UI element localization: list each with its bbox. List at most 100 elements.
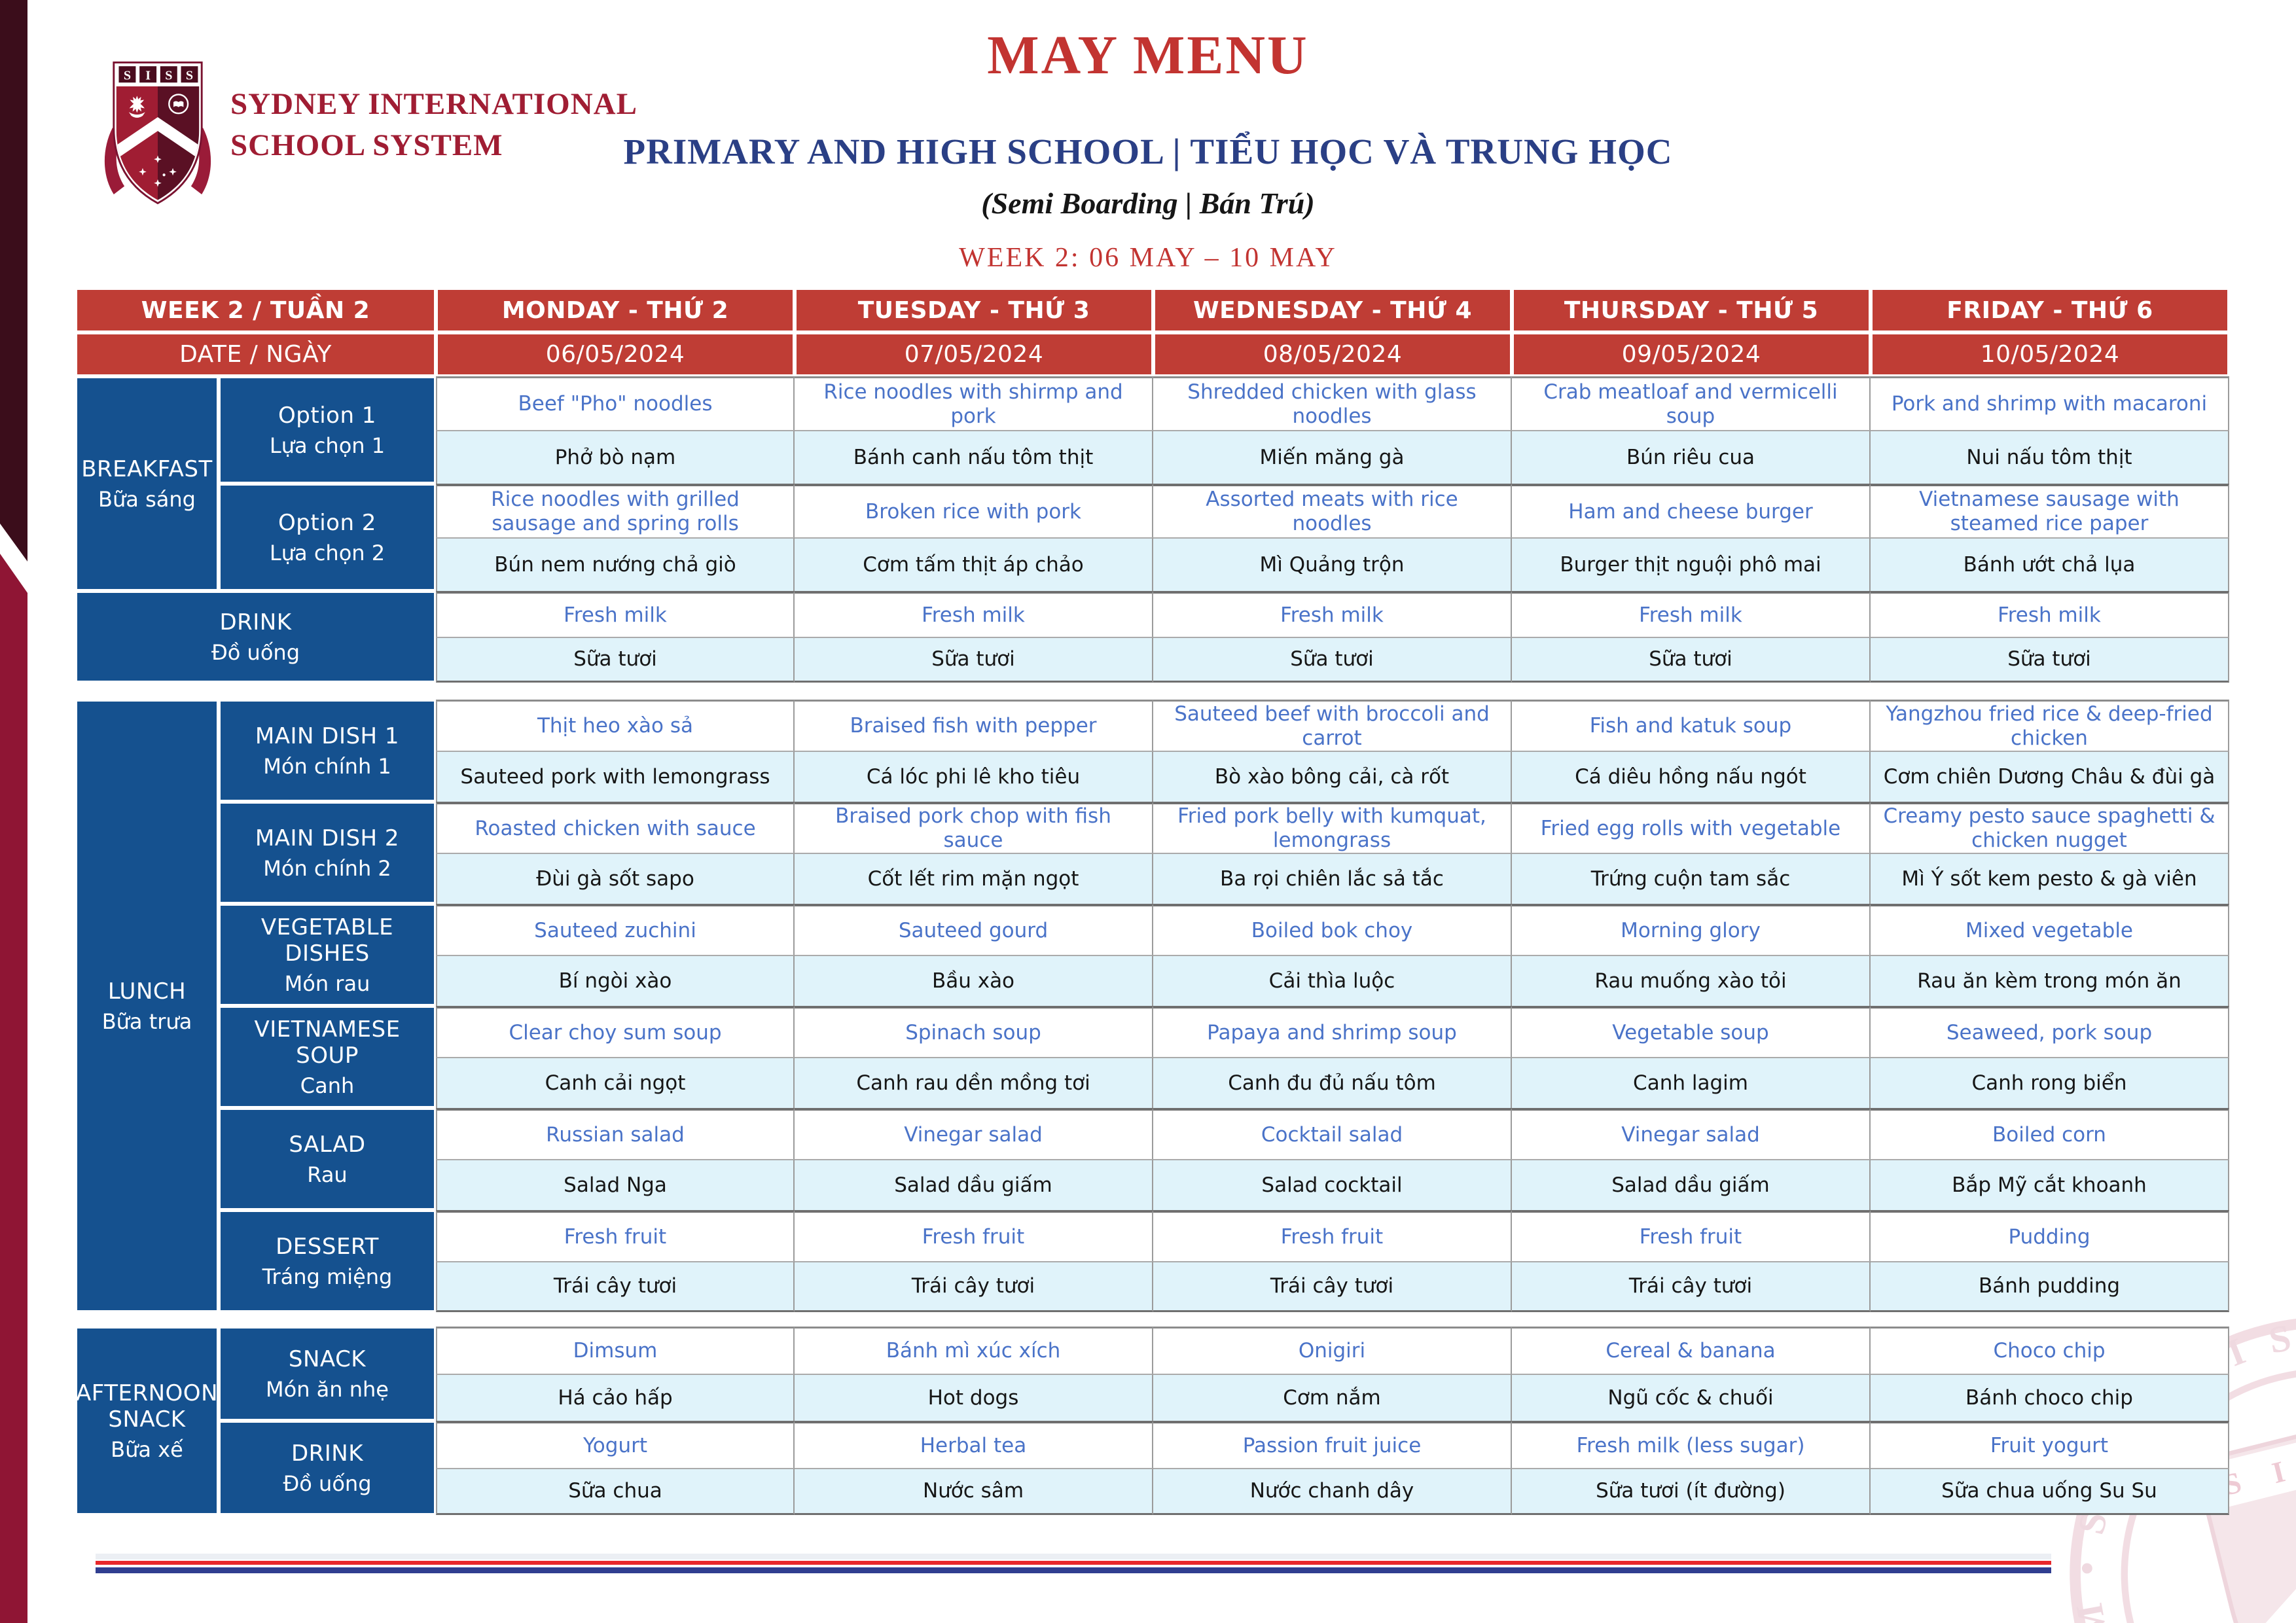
dish-cell-en: Fresh milk [1871, 591, 2229, 637]
day-date-cell: 10/05/2024 [1871, 332, 2229, 376]
dish-cell-vi: Ba rọi chiên lắc sả tắc [1153, 853, 1512, 904]
page-subtitle: PRIMARY AND HIGH SCHOOL | TIỂU HỌC VÀ TR… [623, 132, 1673, 171]
day-header-cell: THURSDAY - THỨ 5 [1512, 288, 1871, 332]
group-label-vi: Tráng miệng [262, 1264, 393, 1289]
meal-label-vi: Bữa trưa [101, 1008, 192, 1034]
group-label-vi: Món rau [284, 971, 370, 996]
dish-cell-vi: Nước chanh dây [1153, 1468, 1512, 1515]
dish-cell-en: Fried egg rolls with vegetable [1512, 802, 1871, 853]
day-date-cell: 06/05/2024 [436, 332, 795, 376]
dish-cell-vi: Trái cây tươi [436, 1261, 795, 1312]
group-label: DRINK Đồ uống [75, 591, 436, 683]
dish-cell-en: Ham and cheese burger [1512, 484, 1871, 537]
group-label-en: DRINK [291, 1440, 364, 1467]
dish-cell-en: Clear choy sum soup [436, 1006, 795, 1057]
dish-cell-vi: Cải thìa luộc [1153, 955, 1512, 1006]
dish-cell-vi: Cốt lết rim mặn ngọt [795, 853, 1153, 904]
dish-cell-vi: Trái cây tươi [1512, 1261, 1871, 1312]
date-label-cell: DATE / NGÀY [75, 332, 436, 376]
dish-cell-vi: Sữa tươi [795, 637, 1153, 683]
dish-cell-vi: Bò xào bông cải, cà rốt [1153, 751, 1512, 802]
group-label-en: DESSERT [276, 1233, 379, 1260]
dish-cell-vi: Bầu xào [795, 955, 1153, 1006]
group-label-en: DRINK [219, 609, 292, 635]
dish-cell-vi: Đùi gà sốt sapo [436, 853, 795, 904]
dish-cell-vi: Canh đu đủ nấu tôm [1153, 1057, 1512, 1108]
group-label: SNACK Món ăn nhẹ [219, 1327, 436, 1421]
dish-cell-en: Passion fruit juice [1153, 1421, 1512, 1468]
school-logo: S I S S [104, 62, 211, 205]
dish-cell-vi: Sữa tươi [1871, 637, 2229, 683]
chevron-icon [116, 116, 200, 162]
book-icon [168, 94, 189, 115]
dish-cell-en: Fresh milk [795, 591, 1153, 637]
group-label-vi: Món chính 2 [263, 855, 391, 881]
logo-top-band: S I S S [118, 66, 198, 82]
dish-cell-en: Beef "Pho" noodles [436, 376, 795, 430]
dish-cell-en: Seaweed, pork soup [1871, 1006, 2229, 1057]
group-label: VIETNAMESE SOUP Canh [219, 1006, 436, 1108]
meal-block-afternoon-snack: AFTERNOON SNACK Bữa xế SNACK Món ăn nhẹ Dims… [75, 1327, 2229, 1515]
dish-cell-vi: Salad dầu giấm [795, 1159, 1153, 1210]
group-label: DESSERT Tráng miệng [219, 1210, 436, 1312]
dish-cell-en: Sauteed zuchini [436, 904, 795, 955]
boarding-note: (Semi Boarding | Bán Trú) [981, 187, 1315, 220]
day-date-cell: 07/05/2024 [795, 332, 1153, 376]
meal-label: AFTERNOON SNACK Bữa xế [75, 1327, 219, 1515]
dish-cell-vi: Nui nấu tôm thịt [1871, 430, 2229, 484]
dish-cell-vi: Bún nem nướng chả giò [436, 537, 795, 591]
dish-cell-vi: Salad cocktail [1153, 1159, 1512, 1210]
dish-cell-vi: Sữa tươi [1153, 637, 1512, 683]
dish-cell-en: Yogurt [436, 1421, 795, 1468]
group-label: Option 1 Lựa chọn 1 [219, 376, 436, 484]
group-label-vi: Rau [307, 1162, 348, 1187]
meal-label-en: AFTERNOON SNACK [76, 1380, 218, 1433]
dish-cell-en: Crab meatloaf and vermicelli soup [1512, 376, 1871, 430]
day-date-cell: 09/05/2024 [1512, 332, 1871, 376]
group-label-en: MAIN DISH 1 [255, 722, 400, 749]
dish-cell-vi: Trứng cuộn tam sắc [1512, 853, 1871, 904]
dish-cell-vi: Canh rau dền mồng tơi [795, 1057, 1153, 1108]
svg-text:S: S [124, 68, 131, 82]
dish-cell-vi: Trái cây tươi [1153, 1261, 1512, 1312]
dish-cell-en: Rice noodles with shirmp and pork [795, 376, 1153, 430]
svg-text:S: S [186, 68, 193, 82]
dish-cell-en: Pudding [1871, 1210, 2229, 1261]
stars-icon [139, 155, 177, 187]
dish-cell-vi: Miến măng gà [1153, 430, 1512, 484]
meal-block-lunch: LUNCH Bữa trưa MAIN DISH 1 Món chính 1 Thịt … [75, 700, 2229, 1312]
meal-label-vi: Bữa sáng [98, 486, 196, 512]
group-label-vi: Món chính 1 [263, 753, 391, 779]
dish-cell-vi: Nước sâm [795, 1468, 1153, 1515]
dish-cell-vi: Sauteed pork with lemongrass [436, 751, 795, 802]
dish-cell-en: Bánh mì xúc xích [795, 1327, 1153, 1374]
dish-cell-vi: Hot dogs [795, 1374, 1153, 1421]
dish-cell-en: Vietnamese sausage with steamed rice pap… [1871, 484, 2229, 537]
dish-cell-vi: Canh cải ngọt [436, 1057, 795, 1108]
svg-text:S: S [165, 68, 172, 82]
dish-cell-en: Broken rice with pork [795, 484, 1153, 537]
group-label: DRINK Đồ uống [219, 1421, 436, 1515]
meal-label-en: BREAKFAST [81, 455, 213, 482]
dish-cell-vi: Rau muống xào tỏi [1512, 955, 1871, 1006]
dish-cell-vi: Salad Nga [436, 1159, 795, 1210]
dish-cell-en: Fresh fruit [795, 1210, 1153, 1261]
meal-label-en: LUNCH [107, 978, 187, 1005]
dish-cell-en: Sauteed gourd [795, 904, 1153, 955]
dish-cell-en: Mixed vegetable [1871, 904, 2229, 955]
dish-cell-vi: Mì Ý sốt kem pesto & gà viên [1871, 853, 2229, 904]
dish-cell-en: Fresh fruit [1153, 1210, 1512, 1261]
group-label-en: MAIN DISH 2 [255, 825, 400, 851]
dish-cell-en: Fruit yogurt [1871, 1421, 2229, 1468]
group-label-vi: Đồ uống [283, 1471, 372, 1496]
group-label-en: SNACK [288, 1346, 367, 1372]
dish-cell-en: Thịt heo xào sả [436, 700, 795, 751]
group-label: Option 2 Lựa chọn 2 [219, 484, 436, 591]
group-label-vi: Món ăn nhẹ [266, 1376, 389, 1402]
dish-cell-en: Onigiri [1153, 1327, 1512, 1374]
dish-cell-en: Braised pork chop with fish sauce [795, 802, 1153, 853]
week-range: WEEK 2: 06 MAY – 10 MAY [959, 243, 1337, 273]
dish-cell-en: Fried pork belly with kumquat, lemongras… [1153, 802, 1512, 853]
brand-wordmark: SYDNEY INTERNATIONAL SCHOOL SYSTEM [230, 84, 637, 166]
page-title: MAY MENU [987, 25, 1309, 86]
